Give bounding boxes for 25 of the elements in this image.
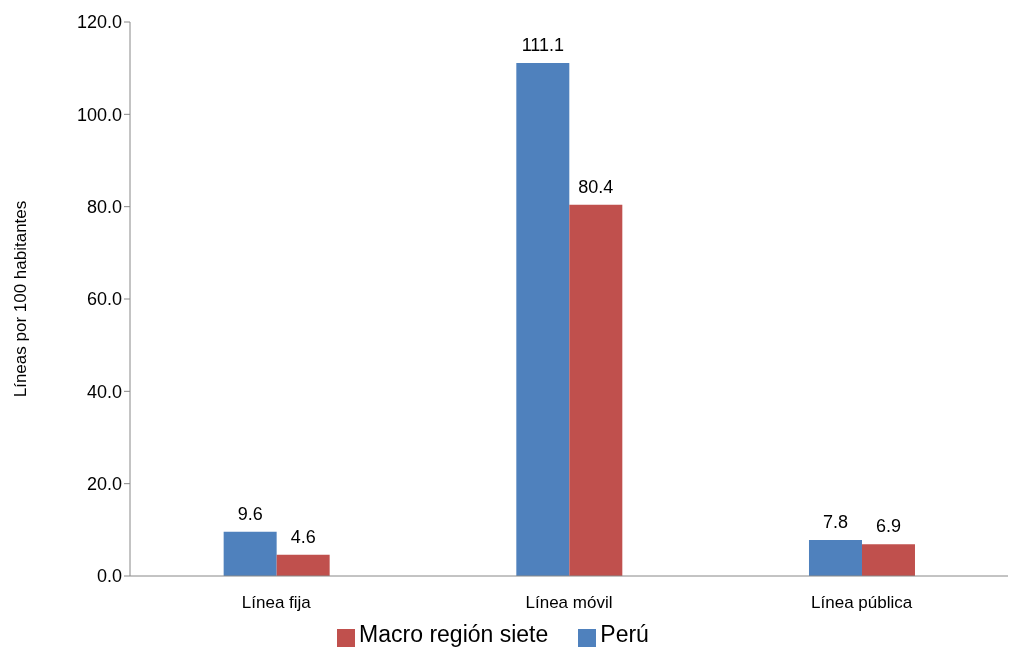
x-tick-label: Línea móvil — [525, 593, 613, 613]
bar — [276, 554, 330, 576]
legend-label: Perú — [600, 621, 649, 647]
y-tick-label: 0.0 — [96, 566, 122, 587]
y-tick-label: 60.0 — [86, 289, 122, 310]
data-label: 111.1 — [521, 35, 565, 56]
data-label: 9.6 — [237, 503, 263, 524]
bar — [861, 544, 915, 576]
y-tick-label: 80.0 — [86, 197, 122, 218]
data-label: 7.8 — [822, 511, 848, 532]
bar — [516, 63, 570, 576]
y-tick-label: 100.0 — [76, 104, 122, 125]
bar — [808, 539, 862, 576]
y-axis-title: Líneas por 100 habitantes — [11, 200, 31, 398]
data-label: 6.9 — [875, 516, 901, 537]
data-label: 4.6 — [290, 526, 316, 547]
bar — [569, 204, 623, 576]
legend-label: Macro región siete — [359, 621, 549, 647]
data-label: 80.4 — [578, 176, 614, 197]
y-tick-label: 120.0 — [76, 12, 122, 33]
x-tick-label: Línea fija — [241, 593, 312, 613]
y-tick-label: 40.0 — [86, 381, 122, 402]
y-tick-label: 20.0 — [86, 474, 122, 495]
bar — [223, 531, 277, 576]
x-tick-label: Línea pública — [811, 593, 913, 613]
